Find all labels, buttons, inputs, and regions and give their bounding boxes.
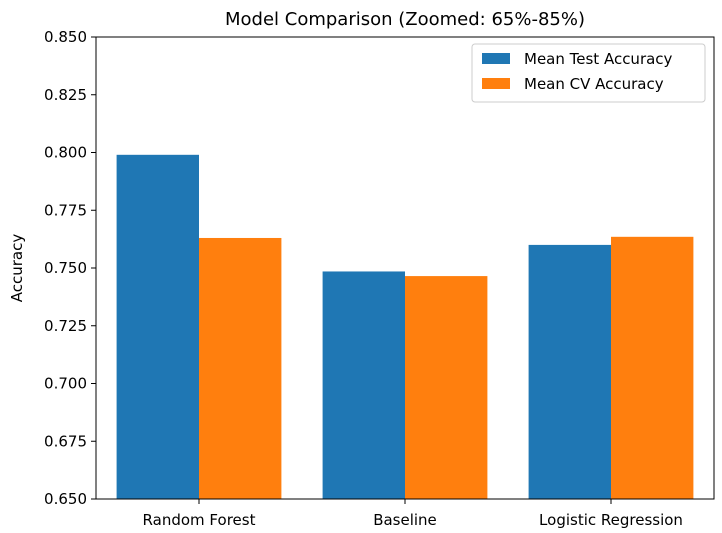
- y-tick-label: 0.725: [44, 317, 87, 335]
- bars-group: [116, 154, 694, 499]
- bar-cv-logistic-regression: [611, 236, 694, 499]
- bar-test-random-forest: [116, 154, 199, 499]
- bar-test-logistic-regression: [528, 244, 611, 499]
- legend: Mean Test Accuracy Mean CV Accuracy: [471, 43, 706, 103]
- y-tick-label: 0.700: [44, 375, 87, 393]
- legend-swatch: [482, 53, 510, 64]
- legend-label: Mean Test Accuracy: [524, 50, 673, 68]
- legend-swatch: [482, 78, 510, 89]
- y-axis-label: Accuracy: [8, 234, 26, 303]
- y-tick-label: 0.675: [44, 432, 87, 450]
- x-tick-label: Logistic Regression: [539, 511, 683, 529]
- legend-label: Mean CV Accuracy: [524, 75, 664, 93]
- y-tick-label: 0.850: [44, 28, 87, 46]
- y-tick-label: 0.775: [44, 201, 87, 219]
- ticks-group: Random Forest Baseline Logistic Regression…: [44, 28, 683, 529]
- y-tick-label: 0.800: [44, 144, 87, 162]
- bar-cv-random-forest: [199, 237, 282, 499]
- x-tick-label: Random Forest: [143, 511, 256, 529]
- y-tick-label: 0.750: [44, 259, 87, 277]
- y-tick-label: 0.650: [44, 490, 87, 508]
- bar-test-baseline: [322, 271, 405, 499]
- x-tick-label: Baseline: [373, 511, 437, 529]
- plot-frame: [95, 36, 715, 500]
- legend-box: [471, 43, 706, 103]
- bar-cv-baseline: [405, 276, 488, 499]
- chart-title: Model Comparison (Zoomed: 65%-85%): [225, 9, 585, 30]
- y-tick-label: 0.825: [44, 86, 87, 104]
